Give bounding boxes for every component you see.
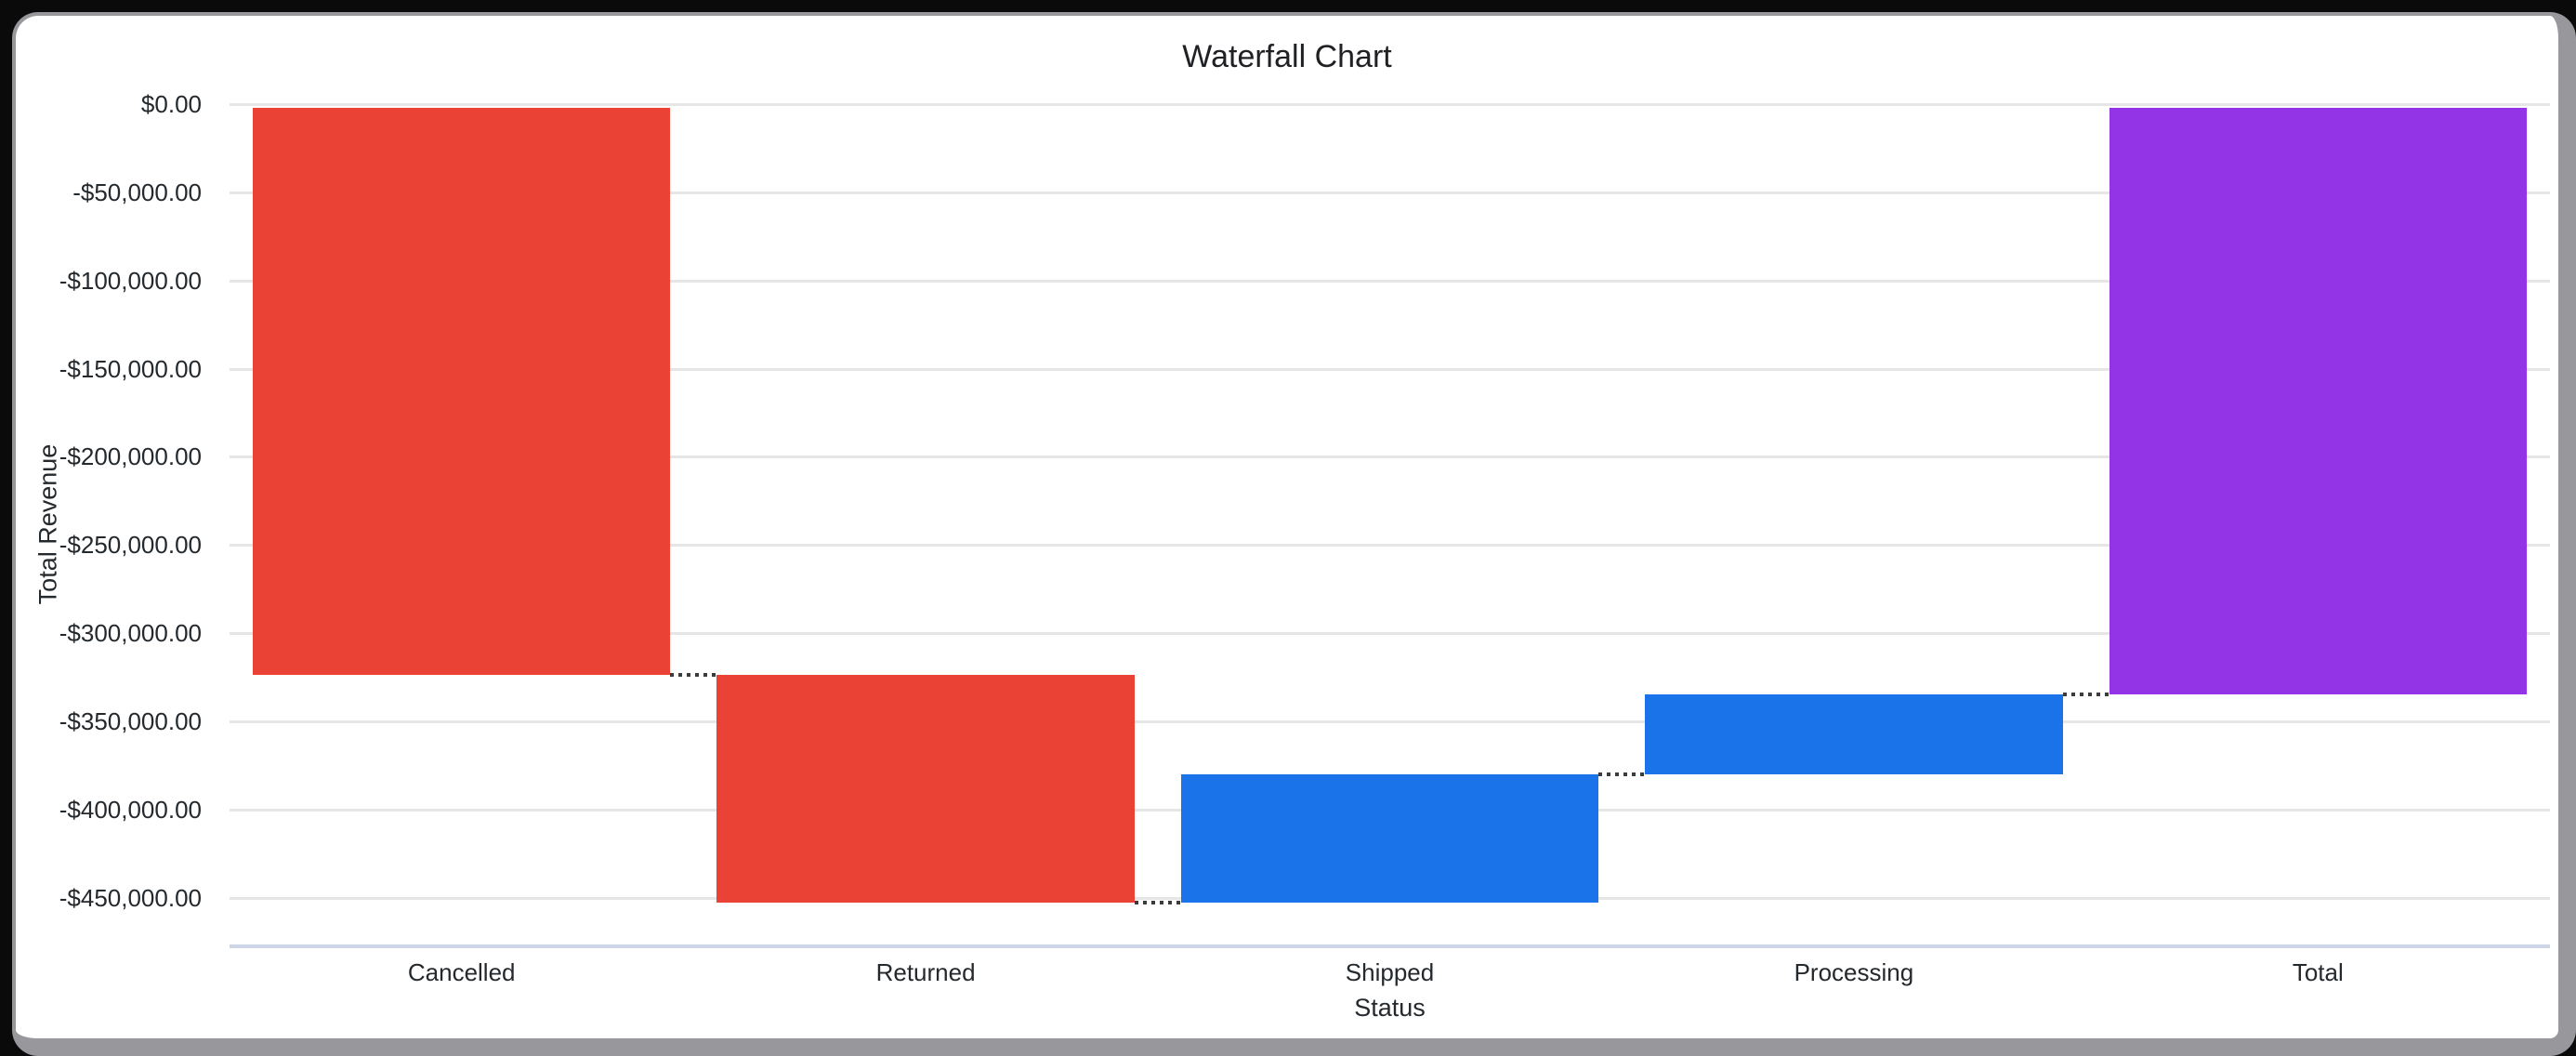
y-tick-label: -$250,000.00	[59, 531, 202, 559]
chart-title: Waterfall Chart	[1182, 39, 1392, 74]
gridline	[230, 103, 2550, 106]
x-tick-label-shipped: Shipped	[1345, 958, 1435, 986]
waterfall-connector	[2062, 693, 2109, 696]
y-tick-label: $0.00	[140, 90, 202, 118]
plot-area	[230, 103, 2550, 948]
chart-area: Waterfall Chart Total Revenue $0.00 -$50,…	[16, 16, 2558, 1038]
y-tick-label: -$150,000.00	[59, 355, 202, 383]
y-tick-label: -$450,000.00	[59, 884, 202, 912]
bar-shipped	[1180, 774, 1599, 904]
gridline	[230, 368, 2550, 371]
y-tick-label: -$50,000.00	[72, 178, 202, 206]
y-tick-label: -$350,000.00	[59, 707, 202, 735]
y-tick-label: -$400,000.00	[59, 796, 202, 824]
gridline	[230, 544, 2550, 547]
waterfall-connector	[1598, 772, 1646, 776]
bar-returned	[716, 674, 1135, 904]
chart-card: Waterfall Chart Total Revenue $0.00 -$50,…	[12, 12, 2576, 1056]
y-tick-label: -$300,000.00	[59, 619, 202, 647]
bar-cancelled	[252, 108, 671, 675]
x-axis-title: Status	[1354, 994, 1426, 1022]
gridline	[230, 280, 2550, 283]
gridline	[230, 455, 2550, 458]
bar-total	[2109, 108, 2528, 695]
waterfall-connector	[670, 673, 717, 677]
y-tick-label: -$200,000.00	[59, 442, 202, 470]
x-tick-label-processing: Processing	[1794, 958, 1914, 986]
bar-processing	[1645, 694, 2063, 775]
gridline	[230, 720, 2550, 723]
waterfall-connector	[1134, 901, 1181, 904]
gridline	[230, 632, 2550, 635]
x-tick-label-total: Total	[2292, 958, 2344, 986]
x-tick-label-returned: Returned	[875, 958, 976, 986]
y-tick-label: -$100,000.00	[59, 267, 202, 295]
x-tick-label-cancelled: Cancelled	[407, 958, 516, 986]
gridline	[230, 191, 2550, 194]
